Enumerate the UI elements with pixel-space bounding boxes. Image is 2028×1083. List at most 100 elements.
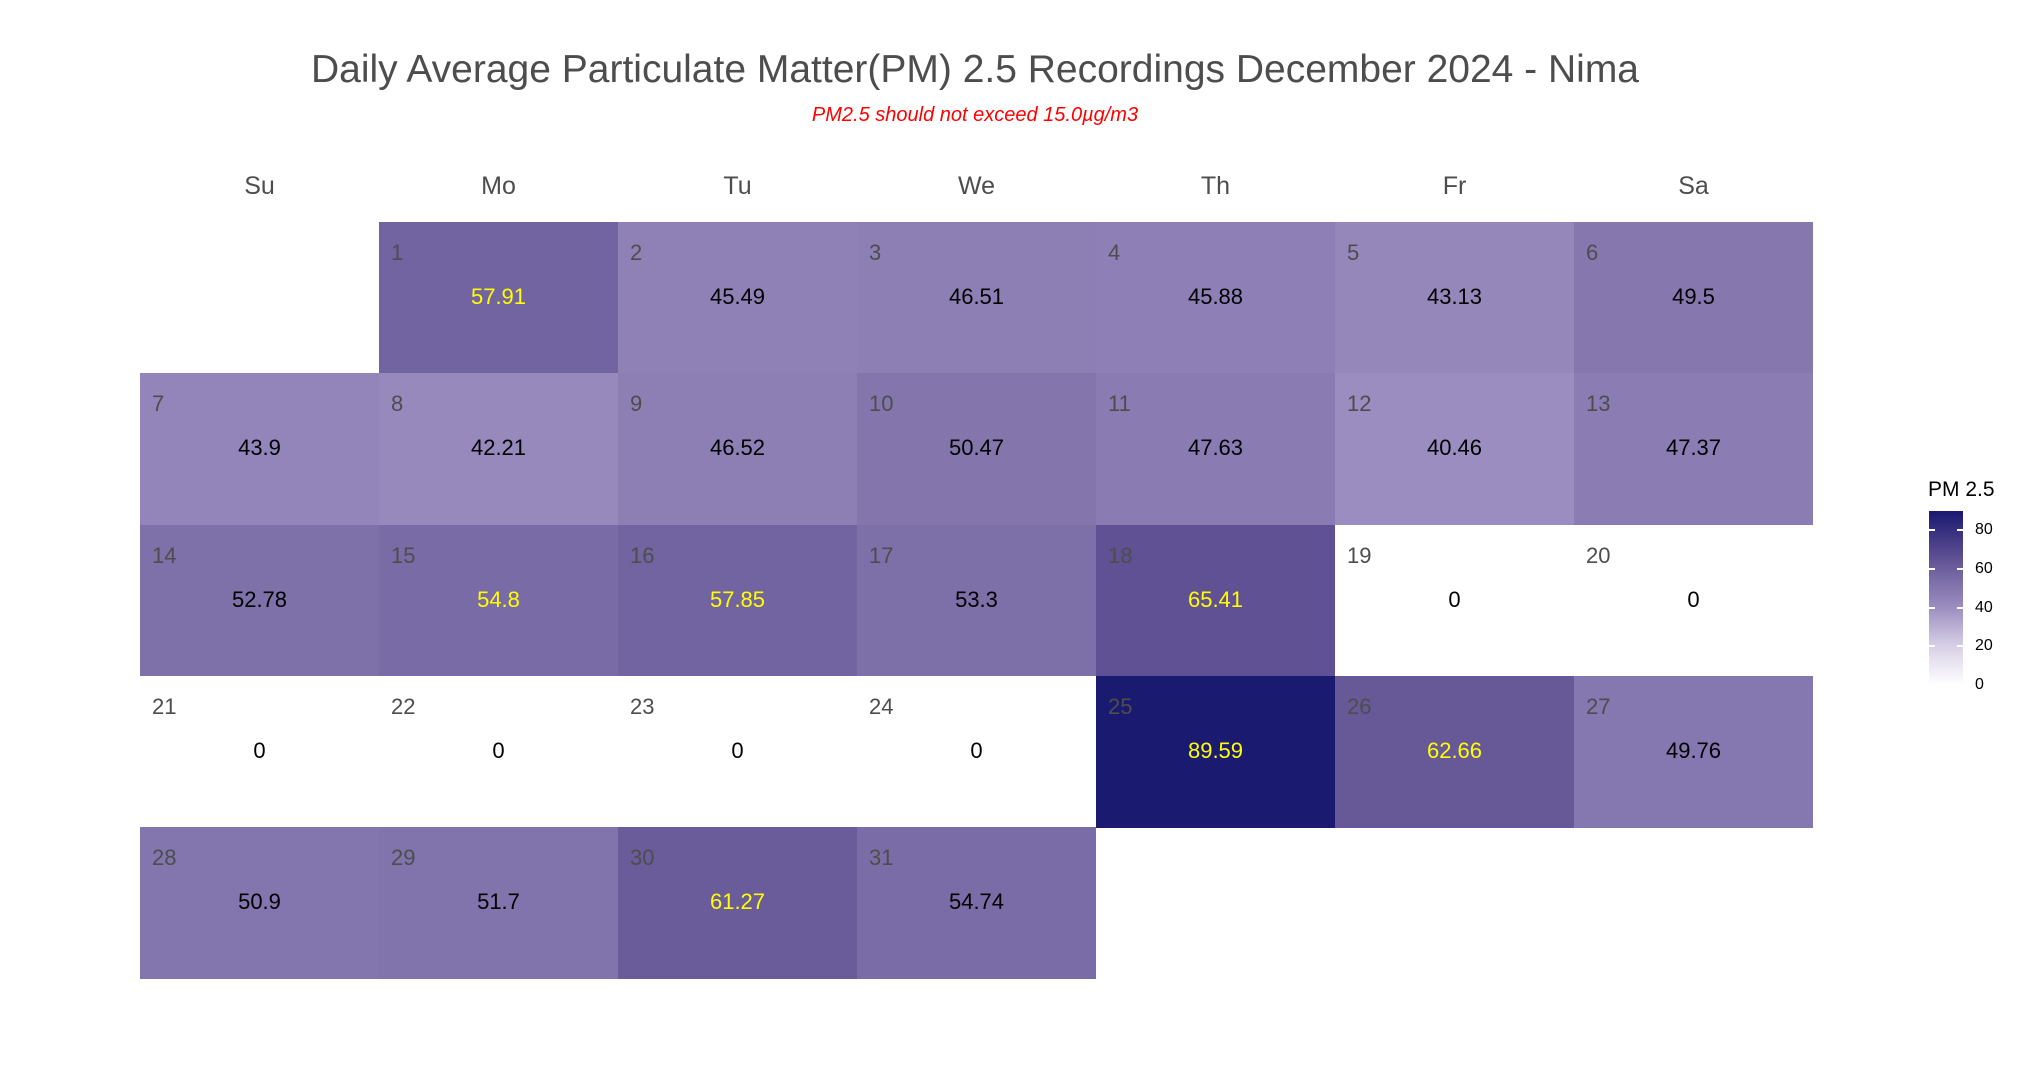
day-value-label: 0 — [1687, 586, 1700, 612]
day-number: 6 — [1586, 240, 1599, 265]
day-cell: 13 47.37 — [1574, 373, 1813, 526]
day-value-label: 43.9 — [238, 435, 281, 461]
weekday-label: Sa — [1678, 172, 1709, 200]
day-cell: 16 57.85 — [618, 524, 857, 677]
legend-title: PM 2.5 — [1928, 478, 1995, 501]
day-number: 24 — [869, 693, 894, 719]
day-number: 22 — [391, 693, 416, 719]
day-number: 18 — [1108, 542, 1133, 568]
day-cell: 14 52.78 — [140, 524, 379, 677]
legend-tick-label: 60 — [1975, 560, 1993, 577]
day-value-label: 0 — [731, 737, 744, 763]
day-number: 25 — [1108, 693, 1133, 719]
day-cell: 22 0 — [379, 675, 618, 828]
day-number: 8 — [391, 391, 404, 417]
day-number: 7 — [152, 391, 165, 417]
day-number: 27 — [1586, 693, 1611, 719]
day-number: 12 — [1347, 391, 1372, 417]
day-value-label: 42.21 — [470, 435, 527, 461]
legend-tick-label: 40 — [1975, 598, 1993, 616]
day-number: 28 — [152, 845, 177, 871]
weekday-label: Fr — [1442, 172, 1467, 200]
day-value-label: 89.59 — [1187, 737, 1244, 763]
legend-tick-mark — [1929, 529, 1935, 532]
day-cell: 30 61.27 — [618, 827, 857, 980]
day-cell: 15 54.8 — [379, 524, 618, 677]
weekday-label: Tu — [723, 172, 752, 200]
day-cell: 6 49.5 — [1574, 222, 1813, 374]
day-number: 29 — [391, 845, 416, 871]
day-cell: 12 40.46 — [1335, 373, 1574, 526]
day-number: 10 — [869, 391, 894, 417]
day-cell: 10 50.47 — [857, 373, 1096, 526]
day-value-label: 52.78 — [231, 586, 288, 612]
day-value-label: 50.9 — [238, 889, 281, 915]
day-value-label: 0 — [1448, 586, 1461, 612]
day-cell: 9 46.52 — [618, 373, 857, 526]
legend-tick-label: 0 — [1975, 676, 1984, 693]
day-cell: 23 0 — [618, 675, 857, 828]
day-number: 4 — [1108, 240, 1121, 265]
day-number: 2 — [630, 240, 643, 265]
day-value-label: 49.76 — [1665, 737, 1722, 763]
legend-tick-mark — [1957, 568, 1963, 570]
day-number: 23 — [630, 693, 655, 719]
weekday-label: Th — [1200, 172, 1231, 200]
day-cell: 8 42.21 — [379, 373, 618, 526]
day-number: 13 — [1586, 391, 1611, 417]
day-cell: 31 54.74 — [857, 827, 1096, 980]
day-value-label: 47.63 — [1187, 435, 1244, 461]
legend-tick-mark — [1957, 529, 1963, 532]
day-cell: 28 50.9 — [140, 827, 379, 980]
day-cell: 17 53.3 — [857, 524, 1096, 677]
day-value-label: 43.13 — [1426, 284, 1483, 309]
day-value-label: 57.91 — [470, 284, 527, 309]
day-cell: 26 62.66 — [1335, 675, 1574, 828]
day-number: 17 — [869, 542, 894, 568]
day-value-label: 62.66 — [1426, 737, 1483, 763]
day-number: 26 — [1347, 693, 1372, 719]
day-number: 21 — [152, 693, 177, 719]
day-value-label: 0 — [492, 737, 505, 763]
day-number: 5 — [1347, 240, 1360, 265]
day-value-label: 0 — [253, 737, 266, 763]
day-cell: 27 49.76 — [1574, 675, 1813, 828]
day-cell: 2 45.49 — [618, 222, 857, 374]
day-number: 14 — [152, 542, 177, 568]
legend-tick-label: 20 — [1975, 637, 1993, 655]
day-value-label: 61.27 — [709, 889, 766, 915]
day-cell: 21 0 — [140, 675, 379, 828]
day-value-label: 46.51 — [948, 284, 1005, 309]
day-cell: 3 46.51 — [857, 222, 1096, 374]
day-number: 3 — [869, 240, 882, 265]
day-cell: 7 43.9 — [140, 373, 379, 526]
day-cell: 24 0 — [857, 675, 1096, 828]
day-value-label: 47.37 — [1665, 435, 1722, 461]
day-number: 15 — [391, 542, 416, 568]
legend-tick-mark — [1957, 606, 1963, 609]
day-cell: 18 65.41 — [1096, 524, 1335, 677]
day-value-label: 45.49 — [709, 284, 766, 309]
day-value-label: 51.7 — [477, 889, 520, 915]
day-value-label: 0 — [970, 737, 983, 763]
day-cell: 11 47.63 — [1096, 373, 1335, 526]
day-cell: 5 43.13 — [1335, 222, 1574, 374]
legend-colorbar — [1929, 511, 1963, 685]
weekday-label: We — [957, 172, 996, 200]
day-value-label: 45.88 — [1187, 284, 1244, 309]
day-number: 20 — [1586, 542, 1611, 568]
day-cell: 29 51.7 — [379, 827, 618, 980]
day-value-label: 50.47 — [948, 435, 1005, 461]
day-value-label: 49.5 — [1672, 284, 1715, 309]
day-number: 31 — [869, 845, 894, 871]
day-cell: 19 0 — [1335, 524, 1574, 677]
day-value-label: 65.41 — [1187, 586, 1244, 612]
chart-subtitle: PM2.5 should not exceed 15.0µg/m3 — [811, 104, 1139, 126]
day-number: 1 — [391, 240, 404, 265]
day-value-label: 53.3 — [955, 586, 998, 612]
day-value-label: 57.85 — [709, 586, 766, 612]
day-cell: 20 0 — [1574, 524, 1813, 677]
legend-tick-mark — [1929, 606, 1935, 609]
day-number: 19 — [1347, 542, 1372, 568]
